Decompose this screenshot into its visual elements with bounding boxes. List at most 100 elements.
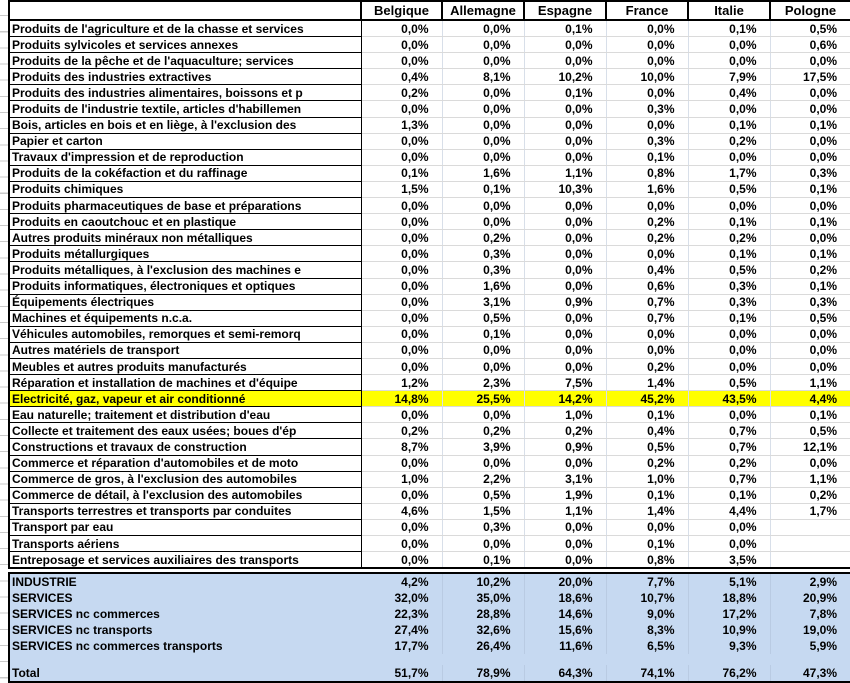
value-cell[interactable]: 0,4% <box>606 422 689 440</box>
summary-row-label[interactable]: INDUSTRIE <box>12 574 77 589</box>
value-cell[interactable] <box>770 519 850 537</box>
row-label[interactable]: Produits en caoutchouc et en plastique <box>8 213 362 231</box>
value-cell[interactable]: 12,1% <box>770 438 850 456</box>
value-cell[interactable]: 0,1% <box>688 117 771 134</box>
value-cell[interactable]: 0,0% <box>442 535 525 553</box>
value-cell[interactable]: 0,0% <box>770 342 850 359</box>
value-cell[interactable]: 0,1% <box>688 20 771 38</box>
value-cell[interactable]: 0,5% <box>606 438 689 456</box>
summary-value-cell[interactable]: 2,9% <box>809 574 837 589</box>
value-cell[interactable]: 0,7% <box>688 422 771 440</box>
value-cell[interactable]: 0,1% <box>361 165 443 182</box>
value-cell[interactable]: 0,2% <box>524 422 607 440</box>
summary-value-cell[interactable]: 20,0% <box>524 573 607 590</box>
value-cell[interactable]: 1,6% <box>442 165 525 182</box>
value-cell[interactable]: 0,2% <box>606 358 689 376</box>
value-cell[interactable]: 0,1% <box>688 245 771 263</box>
value-cell[interactable]: 0,0% <box>688 406 771 424</box>
summary-row-label[interactable]: SERVICES nc commerces transports <box>12 638 223 653</box>
value-cell[interactable]: 0,1% <box>606 487 689 504</box>
value-cell[interactable]: 0,5% <box>688 181 771 199</box>
value-cell[interactable]: 0,0% <box>606 117 689 134</box>
value-cell[interactable]: 0,2% <box>688 229 771 247</box>
value-cell[interactable]: 1,0% <box>361 471 443 488</box>
value-cell[interactable]: 0,3% <box>442 245 525 263</box>
value-cell[interactable]: 25,5% <box>442 390 525 408</box>
value-cell[interactable]: 0,0% <box>442 117 525 134</box>
value-cell[interactable]: 0,0% <box>606 197 689 215</box>
value-cell[interactable]: 0,5% <box>688 374 771 392</box>
value-cell[interactable]: 0,1% <box>770 181 850 199</box>
summary-value-cell[interactable]: 17,7% <box>361 638 443 654</box>
value-cell[interactable]: 3,9% <box>442 438 525 456</box>
value-cell[interactable]: 0,0% <box>606 519 689 537</box>
value-cell[interactable]: 0,4% <box>361 68 443 86</box>
value-cell[interactable]: 1,0% <box>606 471 689 488</box>
value-cell[interactable]: 0,1% <box>770 245 850 263</box>
summary-value-cell[interactable]: 10,2% <box>442 573 525 590</box>
row-label[interactable]: Équipements électriques <box>8 293 362 311</box>
value-cell[interactable]: 0,0% <box>688 326 771 343</box>
value-cell[interactable]: 0,0% <box>361 213 443 231</box>
value-cell[interactable]: 0,2% <box>361 84 443 102</box>
value-cell[interactable]: 0,2% <box>606 229 689 247</box>
summary-value-cell[interactable]: 10,7% <box>606 590 689 606</box>
value-cell[interactable]: 0,0% <box>442 20 525 38</box>
value-cell[interactable]: 0,0% <box>442 149 525 166</box>
value-cell[interactable]: 0,0% <box>688 358 771 376</box>
row-label[interactable]: Produits des industries alimentaires, bo… <box>8 84 362 102</box>
value-cell[interactable]: 0,1% <box>606 535 689 553</box>
row-label[interactable]: Produits des industries extractives <box>8 68 362 86</box>
value-cell[interactable]: 0,0% <box>524 52 607 70</box>
summary-value-cell[interactable]: 64,3% <box>524 665 607 682</box>
row-label[interactable]: Réparation et installation de machines e… <box>8 374 362 392</box>
summary-value-cell[interactable]: 28,8% <box>442 606 525 622</box>
value-cell[interactable]: 0,0% <box>361 326 443 343</box>
value-cell[interactable]: 0,3% <box>770 165 850 182</box>
value-cell[interactable]: 0,2% <box>770 487 850 504</box>
row-label[interactable]: Produits métallurgiques <box>8 245 362 263</box>
summary-value-cell[interactable]: 18,6% <box>524 590 607 606</box>
value-cell[interactable]: 0,0% <box>524 551 607 570</box>
value-cell[interactable]: 0,0% <box>688 342 771 359</box>
value-cell[interactable]: 0,0% <box>524 519 607 537</box>
value-cell[interactable]: 0,2% <box>361 422 443 440</box>
value-cell[interactable]: 0,0% <box>688 149 771 166</box>
value-cell[interactable]: 0,9% <box>524 438 607 456</box>
row-label[interactable]: Entreposage et services auxiliaires des … <box>8 551 362 570</box>
value-cell[interactable]: 0,0% <box>524 326 607 343</box>
value-cell[interactable]: 17,5% <box>770 68 850 86</box>
value-cell[interactable]: 0,1% <box>688 213 771 231</box>
summary-value-cell[interactable]: 15,6% <box>524 622 607 638</box>
row-label[interactable]: Produits informatiques, électroniques et… <box>8 277 362 295</box>
row-label[interactable]: Bois, articles en bois et en liège, à l'… <box>8 116 362 134</box>
value-cell[interactable]: 0,3% <box>442 261 525 279</box>
row-label[interactable]: Commerce de gros, à l'exclusion des auto… <box>8 470 362 488</box>
value-cell[interactable]: 0,0% <box>688 52 771 70</box>
row-label[interactable]: Produits de la cokéfaction et du raffina… <box>8 164 362 182</box>
value-cell[interactable]: 0,5% <box>688 261 771 279</box>
value-cell[interactable]: 0,1% <box>770 213 850 231</box>
value-cell[interactable]: 0,0% <box>361 342 443 359</box>
row-label[interactable]: Collecte et traitement des eaux usées; b… <box>8 422 362 440</box>
row-label[interactable]: Electricité, gaz, vapeur et air conditio… <box>8 390 362 408</box>
row-label[interactable]: Meubles et autres produits manufacturés <box>8 357 362 376</box>
summary-value-cell[interactable]: 51,7% <box>361 665 443 682</box>
value-cell[interactable]: 7,9% <box>688 68 771 86</box>
value-cell[interactable]: 0,0% <box>770 358 850 376</box>
value-cell[interactable]: 0,1% <box>524 84 607 102</box>
value-cell[interactable]: 0,0% <box>442 52 525 70</box>
summary-value-cell[interactable]: 9,0% <box>606 606 689 622</box>
value-cell[interactable]: 0,0% <box>442 213 525 231</box>
summary-value-cell[interactable]: 32,0% <box>361 590 443 606</box>
value-cell[interactable]: 0,0% <box>361 100 443 118</box>
value-cell[interactable]: 0,5% <box>442 487 525 504</box>
row-label[interactable]: Autres matériels de transport <box>8 341 362 359</box>
row-label[interactable]: Produits de l'industrie textile, article… <box>8 100 362 118</box>
summary-value-cell[interactable]: 4,2% <box>361 573 443 590</box>
value-cell[interactable]: 0,2% <box>770 261 850 279</box>
value-cell[interactable]: 1,3% <box>361 117 443 134</box>
summary-value-cell[interactable]: 10,9% <box>688 622 771 638</box>
value-cell[interactable]: 0,0% <box>606 36 689 54</box>
row-label[interactable]: Produits de l'agriculture et de la chass… <box>8 19 362 38</box>
